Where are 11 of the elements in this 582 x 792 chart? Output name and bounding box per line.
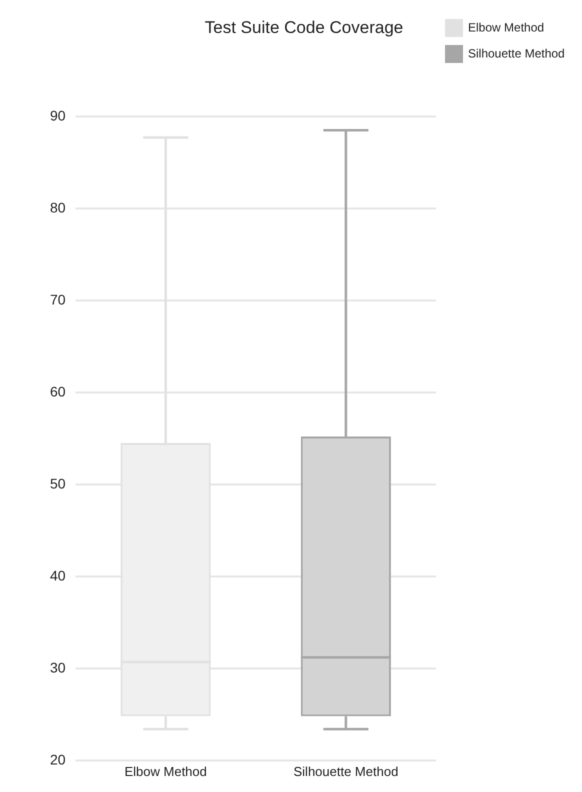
y-tick-label: 20 [50,751,66,768]
chart-title: Test Suite Code Coverage [204,18,404,37]
y-tick-label: 40 [50,567,66,584]
y-tick-label: 30 [50,659,66,676]
legend-label: Elbow Method [468,20,544,34]
y-tick-label: 50 [50,475,66,492]
y-tick-label: 80 [50,199,66,216]
legend-label: Silhouette Method [468,46,565,60]
y-tick-label: 60 [50,383,66,400]
y-tick-label: 70 [50,291,66,308]
y-tick-label: 90 [50,107,66,124]
